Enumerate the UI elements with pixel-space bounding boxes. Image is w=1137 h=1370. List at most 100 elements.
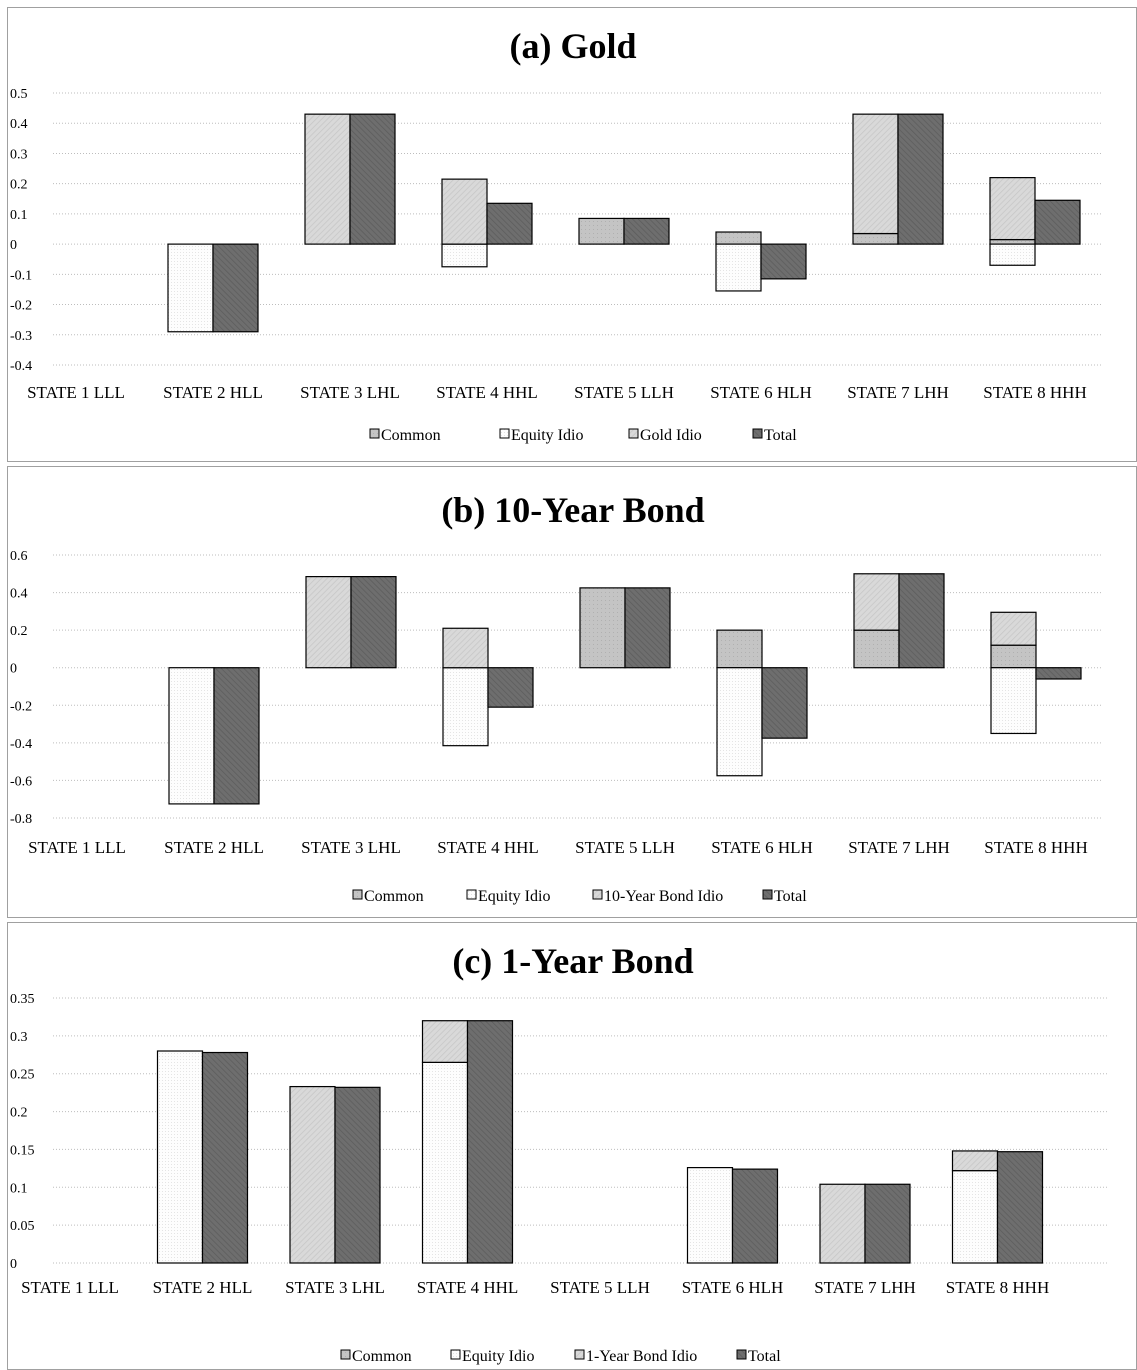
category-label: STATE 8 HHH bbox=[946, 1278, 1049, 1297]
legend-label: Gold Idio bbox=[640, 427, 702, 444]
category-label: STATE 1 LLL bbox=[27, 383, 125, 402]
bar-common bbox=[579, 587, 626, 669]
legend-swatch-total bbox=[762, 889, 773, 900]
category-label: STATE 6 HLH bbox=[682, 1278, 784, 1297]
category-label: STATE 5 LLH bbox=[550, 1278, 650, 1297]
chart-title: (b) 10-Year Bond bbox=[441, 490, 704, 530]
category-label: STATE 1 LLL bbox=[21, 1278, 119, 1297]
y-tick-label: 0.1 bbox=[10, 208, 28, 223]
legend-label: Equity Idio bbox=[462, 1348, 534, 1365]
gold-chart-panel: (a) Gold 0.5 0.4 0.3 0.2 0.1 0 -0.1 -0.2 -0.3 -0.4… bbox=[7, 7, 1137, 462]
legend-label: Total bbox=[748, 1348, 781, 1365]
y-tick-label: -0.2 bbox=[10, 299, 32, 314]
bar-total bbox=[334, 1086, 381, 1264]
y-tick-label: 0.2 bbox=[10, 624, 28, 639]
legend-swatch-common bbox=[369, 428, 380, 439]
bar-total bbox=[731, 1168, 779, 1264]
legend-swatch-total bbox=[736, 1349, 747, 1360]
y-tick-label: 0.2 bbox=[10, 178, 28, 193]
category-label: STATE 7 LHH bbox=[847, 383, 949, 402]
legend-swatch-equity-idio bbox=[499, 428, 510, 439]
category-label: STATE 2 HLL bbox=[163, 383, 263, 402]
bar-total bbox=[201, 1051, 249, 1264]
category-label: STATE 4 HHL bbox=[437, 838, 539, 857]
y-tick-label: 0.3 bbox=[10, 1030, 28, 1045]
legend-swatch-asset-idio bbox=[628, 428, 639, 439]
category-label: STATE 7 LHH bbox=[814, 1278, 916, 1297]
ten-year-bond-chart: (b) 10-Year Bond 0.6 0.4 0.2 0 -0.2 -0.4 -0.6 -0… bbox=[10, 490, 1103, 905]
legend-swatch-asset-idio bbox=[574, 1349, 585, 1360]
one-year-bond-chart-panel: (c) 1-Year Bond 0.35 0.3 0.25 0.2 0.15 0.1 0.05… bbox=[7, 922, 1137, 1370]
bar-total bbox=[349, 113, 396, 245]
bar-total bbox=[898, 573, 945, 669]
chart-title: (c) 1-Year Bond bbox=[452, 941, 693, 981]
bar-asset-idio bbox=[989, 177, 1036, 241]
y-tick-label: -0.8 bbox=[10, 812, 32, 827]
y-tick-label: 0.15 bbox=[10, 1143, 35, 1158]
bar-total bbox=[1035, 667, 1082, 680]
bar-total bbox=[212, 243, 259, 333]
y-tick-label: 0.1 bbox=[10, 1181, 28, 1196]
y-tick-label: 0.6 bbox=[10, 549, 28, 564]
bar-asset-idio bbox=[305, 576, 352, 669]
bar-equity-idio bbox=[167, 243, 214, 333]
category-label: STATE 7 LHH bbox=[848, 838, 950, 857]
bar-total bbox=[213, 667, 260, 805]
category-label: STATE 6 HLH bbox=[710, 383, 812, 402]
bar-asset-idio bbox=[304, 113, 351, 245]
chart-title: (a) Gold bbox=[509, 26, 636, 66]
legend-label: Total bbox=[764, 427, 797, 444]
category-label: STATE 8 HHH bbox=[984, 838, 1087, 857]
bar-common bbox=[852, 232, 899, 245]
bar-equity-idio bbox=[686, 1167, 734, 1264]
y-tick-label: 0.5 bbox=[10, 87, 28, 102]
bar-total bbox=[466, 1020, 514, 1264]
bar-asset-idio bbox=[819, 1183, 866, 1264]
bar-equity-idio bbox=[715, 243, 762, 292]
category-label: STATE 5 LLH bbox=[574, 383, 674, 402]
y-tick-label: 0.4 bbox=[10, 117, 28, 132]
bar-total bbox=[1034, 199, 1081, 245]
y-tick-label: -0.3 bbox=[10, 329, 32, 344]
bar-asset-idio bbox=[441, 178, 488, 245]
bar-common bbox=[990, 644, 1037, 669]
one-year-bond-chart: (c) 1-Year Bond 0.35 0.3 0.25 0.2 0.15 0.1 0.05… bbox=[10, 941, 1108, 1365]
y-tick-label: 0 bbox=[10, 662, 17, 677]
legend-swatch-asset-idio bbox=[592, 889, 603, 900]
bar-equity-idio bbox=[951, 1170, 999, 1264]
y-tick-label: 0 bbox=[10, 238, 17, 253]
ten-year-bond-chart-panel: (b) 10-Year Bond 0.6 0.4 0.2 0 -0.2 -0.4 -0.6 -0… bbox=[7, 466, 1137, 918]
gold-chart: (a) Gold 0.5 0.4 0.3 0.2 0.1 0 -0.1 -0.2 -0.3 -0.4… bbox=[10, 26, 1103, 444]
bar-asset-idio bbox=[853, 573, 900, 631]
bar-common bbox=[716, 629, 763, 669]
y-tick-label: -0.4 bbox=[10, 359, 32, 374]
bar-asset-idio bbox=[442, 627, 489, 669]
category-label: STATE 4 HHL bbox=[417, 1278, 519, 1297]
legend-label: Total bbox=[774, 888, 807, 905]
legend-label: 10-Year Bond Idio bbox=[604, 888, 723, 905]
y-tick-label: 0 bbox=[10, 1257, 17, 1272]
legend-label: 1-Year Bond Idio bbox=[586, 1348, 697, 1365]
category-label: STATE 2 HLL bbox=[153, 1278, 253, 1297]
y-tick-label: -0.6 bbox=[10, 774, 32, 789]
bar-equity-idio bbox=[421, 1061, 469, 1264]
bar-equity-idio bbox=[989, 243, 1036, 266]
bar-equity-idio bbox=[716, 667, 763, 777]
category-label: STATE 2 HLL bbox=[164, 838, 264, 857]
bar-asset-idio bbox=[852, 113, 899, 235]
bar-equity-idio bbox=[441, 243, 488, 268]
legend-swatch-common bbox=[340, 1349, 351, 1360]
legend-label: Equity Idio bbox=[511, 427, 583, 444]
bar-common bbox=[715, 231, 762, 245]
bar-total bbox=[760, 243, 807, 280]
bar-total bbox=[864, 1183, 911, 1264]
legend-label: Common bbox=[381, 427, 441, 444]
category-label: STATE 4 HHL bbox=[436, 383, 538, 402]
legend-label: Common bbox=[352, 1348, 412, 1365]
bar-total bbox=[761, 667, 808, 739]
y-tick-label: -0.2 bbox=[10, 699, 32, 714]
bar-equity-idio bbox=[442, 667, 489, 747]
y-tick-label: 0.4 bbox=[10, 587, 28, 602]
legend-label: Common bbox=[364, 888, 424, 905]
y-tick-label: 0.35 bbox=[10, 992, 35, 1007]
